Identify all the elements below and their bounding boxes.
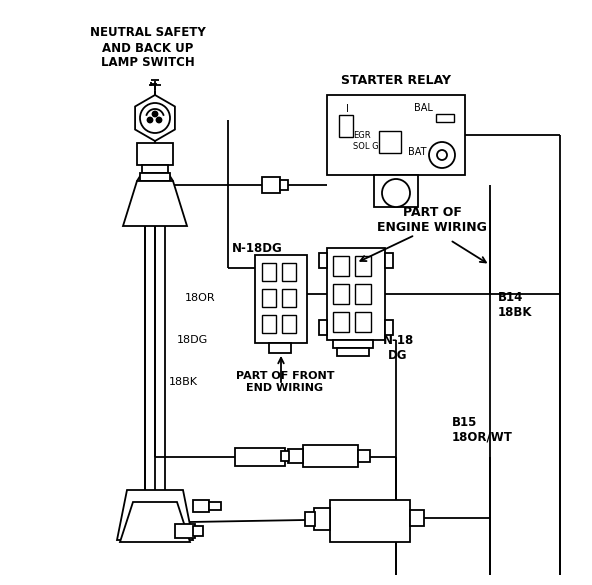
Bar xyxy=(209,502,221,510)
Bar xyxy=(379,131,401,153)
Bar xyxy=(235,448,285,466)
Bar xyxy=(319,320,327,335)
Bar xyxy=(358,450,370,462)
Text: PART OF
ENGINE WIRING: PART OF ENGINE WIRING xyxy=(377,206,487,234)
Bar xyxy=(282,289,296,307)
Bar xyxy=(255,255,307,343)
Bar xyxy=(355,284,371,304)
Circle shape xyxy=(140,103,170,133)
Bar xyxy=(137,143,173,165)
Bar xyxy=(337,348,369,356)
Bar xyxy=(282,315,296,333)
Bar xyxy=(333,340,373,348)
Bar xyxy=(262,289,276,307)
Polygon shape xyxy=(135,95,175,141)
Bar xyxy=(140,173,170,181)
Circle shape xyxy=(153,112,157,116)
Polygon shape xyxy=(123,181,187,226)
Text: 18OR: 18OR xyxy=(185,293,215,303)
Bar xyxy=(327,248,385,340)
Text: PART OF FRONT
END WIRING: PART OF FRONT END WIRING xyxy=(236,371,334,393)
Bar xyxy=(355,256,371,276)
Bar xyxy=(333,312,349,332)
Circle shape xyxy=(147,118,153,122)
Bar xyxy=(305,512,315,526)
Circle shape xyxy=(156,118,162,122)
Bar xyxy=(436,114,454,122)
Bar xyxy=(327,95,465,175)
Polygon shape xyxy=(117,490,193,540)
Bar xyxy=(280,180,288,190)
Polygon shape xyxy=(120,502,190,542)
Text: 18BK: 18BK xyxy=(169,377,198,387)
Bar xyxy=(269,343,291,353)
Bar xyxy=(374,175,418,207)
Circle shape xyxy=(437,150,447,160)
Bar xyxy=(262,263,276,281)
Bar xyxy=(355,312,371,332)
Bar xyxy=(314,508,330,530)
Text: N-18
DG: N-18 DG xyxy=(382,334,414,362)
Bar xyxy=(333,284,349,304)
Text: BAT: BAT xyxy=(408,147,426,157)
Text: I: I xyxy=(346,104,349,114)
Bar xyxy=(330,500,410,542)
Text: NEUTRAL SAFETY
AND BACK UP
LAMP SWITCH: NEUTRAL SAFETY AND BACK UP LAMP SWITCH xyxy=(90,26,206,70)
Text: 18DG: 18DG xyxy=(177,335,208,345)
Text: B14
18BK: B14 18BK xyxy=(498,291,532,319)
Bar xyxy=(303,445,358,467)
Bar xyxy=(193,526,203,536)
Text: N-18DG: N-18DG xyxy=(232,242,283,254)
Text: STARTER RELAY: STARTER RELAY xyxy=(341,74,451,87)
Text: BAL: BAL xyxy=(414,103,432,113)
Text: EGR
SOL G: EGR SOL G xyxy=(353,131,379,151)
Bar xyxy=(175,524,195,538)
Bar xyxy=(385,320,393,335)
Bar xyxy=(262,315,276,333)
Text: B15
18OR/WT: B15 18OR/WT xyxy=(452,416,513,444)
Bar xyxy=(193,500,209,512)
Bar xyxy=(282,263,296,281)
Circle shape xyxy=(429,142,455,168)
Bar xyxy=(281,451,289,461)
Bar xyxy=(142,165,168,173)
Bar xyxy=(262,177,280,193)
Bar xyxy=(410,510,424,526)
Bar xyxy=(319,253,327,268)
Bar xyxy=(339,115,353,137)
Bar xyxy=(288,449,303,463)
Bar xyxy=(333,256,349,276)
Circle shape xyxy=(382,179,410,207)
Bar xyxy=(385,253,393,268)
